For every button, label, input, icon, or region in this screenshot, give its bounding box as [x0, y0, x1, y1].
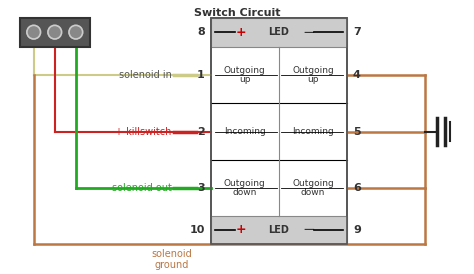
Text: 5: 5: [353, 127, 361, 136]
Text: + killswitch: + killswitch: [115, 127, 172, 136]
Circle shape: [27, 25, 41, 39]
Circle shape: [48, 25, 62, 39]
Text: Incoming: Incoming: [292, 127, 334, 136]
Text: LED: LED: [268, 27, 289, 37]
Text: solenoid out: solenoid out: [112, 183, 172, 193]
Text: up: up: [239, 75, 251, 84]
Text: down: down: [301, 189, 325, 198]
Text: +: +: [236, 224, 246, 236]
Bar: [210, 18, 347, 244]
Text: 8: 8: [197, 27, 205, 37]
Text: Switch Circuit: Switch Circuit: [194, 8, 280, 18]
Text: solenoid
ground: solenoid ground: [151, 249, 192, 270]
Bar: [210, 18, 347, 244]
Circle shape: [69, 25, 82, 39]
Text: Incoming: Incoming: [224, 127, 265, 136]
Text: solenoid in: solenoid in: [119, 70, 172, 80]
Text: 7: 7: [353, 27, 361, 37]
Text: 4: 4: [353, 70, 361, 80]
Text: 1: 1: [197, 70, 205, 80]
Text: Outgoing: Outgoing: [224, 66, 265, 75]
Text: 6: 6: [353, 183, 361, 193]
Bar: [210, 18, 347, 47]
Text: Outgoing: Outgoing: [224, 179, 265, 188]
Text: −: −: [302, 25, 315, 40]
Text: 10: 10: [190, 225, 205, 235]
Bar: [20, 18, 90, 47]
Text: Outgoing: Outgoing: [292, 66, 334, 75]
Text: 9: 9: [353, 225, 361, 235]
Text: 3: 3: [197, 183, 205, 193]
Text: up: up: [307, 75, 319, 84]
Bar: [210, 216, 347, 244]
Text: +: +: [236, 26, 246, 39]
Text: Outgoing: Outgoing: [292, 179, 334, 188]
Text: −: −: [302, 222, 315, 238]
Text: LED: LED: [268, 225, 289, 235]
Text: down: down: [233, 189, 257, 198]
Text: 2: 2: [197, 127, 205, 136]
